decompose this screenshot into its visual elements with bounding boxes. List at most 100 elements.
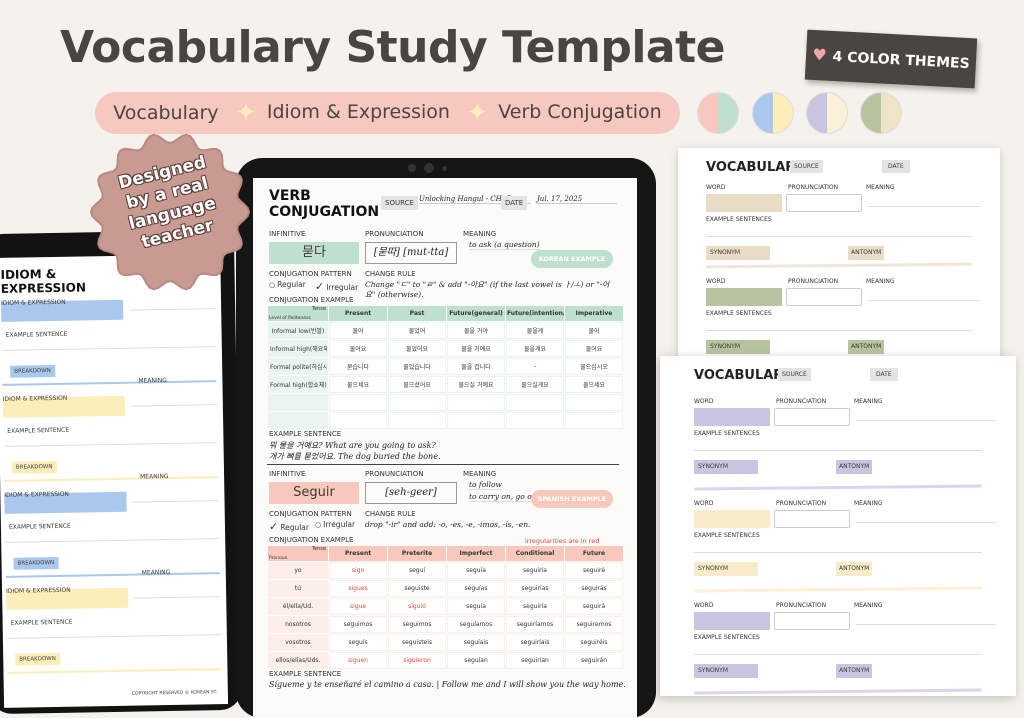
field-label: EXAMPLE SENTENCE bbox=[269, 430, 342, 438]
corner-row-label: Pronoun bbox=[269, 556, 288, 561]
divider-stroke bbox=[5, 572, 220, 578]
source: Unlocking Hangul - CH. 5 bbox=[419, 195, 531, 204]
conjugation: seguisteis bbox=[388, 634, 446, 651]
corner-col-label: Tense bbox=[311, 306, 326, 312]
camera bbox=[442, 166, 447, 171]
corner-cell: Level of Politeness Tense bbox=[268, 306, 328, 321]
field-label: MEANING bbox=[463, 230, 497, 238]
date-label: DATE bbox=[501, 196, 528, 210]
conjugation: seguía bbox=[447, 562, 505, 579]
example-line bbox=[694, 552, 982, 553]
conjugation: 물으세요 bbox=[565, 376, 623, 393]
field-label: MEANING bbox=[866, 184, 895, 191]
stamp-scallop bbox=[89, 133, 251, 291]
meaning-line bbox=[856, 522, 996, 523]
conjugation: seguiríamos bbox=[506, 616, 564, 633]
note: irregularities are in red bbox=[525, 537, 600, 545]
pronunciation-box bbox=[786, 288, 862, 306]
meaning-line bbox=[132, 500, 219, 503]
conjugation: seguirá bbox=[565, 598, 623, 615]
field-label: MEANING bbox=[854, 500, 883, 507]
example-sentence: 뭐 물을 거예요? What are you going to ask? bbox=[269, 441, 436, 450]
antonym: ANTONYM bbox=[836, 562, 872, 576]
conjugation: seguíamos bbox=[447, 616, 505, 633]
conjugation bbox=[388, 394, 446, 411]
pronunciation: [묻따] [mut-tta] bbox=[365, 242, 457, 264]
field-label: MEANING bbox=[854, 602, 883, 609]
idiom-sheet: IDIOM & EXPRESSION IDIOM & EXPRESSION EXAM… bbox=[0, 254, 229, 708]
word-box bbox=[706, 288, 782, 306]
source-label: SOURCE bbox=[381, 196, 418, 210]
field-label: CONJUGATION PATTERN bbox=[269, 510, 352, 518]
field-label: IDIOM & EXPRESSION bbox=[2, 394, 68, 403]
meaning: to follow bbox=[469, 480, 502, 490]
divider-stroke bbox=[693, 688, 983, 695]
theme-swatch bbox=[697, 92, 739, 134]
field-label: IDIOM & EXPRESSION bbox=[6, 586, 71, 595]
meaning-line bbox=[130, 404, 217, 407]
word-box bbox=[694, 612, 770, 630]
table-row: Informal low(반말) 물어 물었어 물을 거야 물을게 물어 bbox=[268, 322, 623, 339]
conjugation bbox=[565, 394, 623, 411]
conjugation: seguimos bbox=[329, 616, 387, 633]
conjugation: – bbox=[506, 358, 564, 375]
field-label: EXAMPLE SENTENCE bbox=[8, 522, 71, 531]
field-label: PRONUNCIATION bbox=[776, 398, 827, 405]
center-tablet: VERB CONJUGATION SOURCE Unlocking Hangul -… bbox=[236, 158, 656, 718]
meaning-line bbox=[868, 300, 980, 301]
conjugation: 물었어 bbox=[388, 322, 446, 339]
pronunciation-box bbox=[786, 194, 862, 212]
field-label: PRONUNCIATION bbox=[365, 470, 424, 478]
conjugation: 물었어요 bbox=[388, 340, 446, 357]
tab: Vocabulary bbox=[113, 102, 219, 124]
field-label: CONJUGATION EXAMPLE bbox=[269, 536, 354, 544]
feature-tabs: Vocabulary Idiom & Expression Verb Conju… bbox=[95, 92, 680, 134]
conjugation bbox=[329, 394, 387, 411]
sheet-title: VOCABULARY bbox=[694, 368, 793, 383]
example-line bbox=[3, 442, 218, 447]
field-label: CHANGE RULE bbox=[365, 270, 416, 278]
conjugation: sigue bbox=[329, 598, 387, 615]
source-label: SOURCE bbox=[790, 160, 823, 173]
antonym: ANTONYM bbox=[836, 664, 872, 678]
theme-badge: 4 COLOR THEMES bbox=[804, 29, 978, 89]
pronunciation-box bbox=[774, 408, 850, 426]
copyright: COPYRIGHT RESERVED © KOREAN ST. bbox=[131, 690, 218, 697]
row-label: él/ella/Ud. bbox=[268, 598, 328, 615]
divider-stroke bbox=[693, 484, 983, 491]
field-label: MEANING bbox=[138, 377, 167, 385]
camera bbox=[408, 164, 416, 172]
pattern-option: Regular bbox=[269, 280, 306, 289]
field-label: WORD bbox=[694, 500, 714, 507]
conjugation bbox=[565, 412, 623, 429]
conjugation: seguía bbox=[447, 598, 505, 615]
antonym: ANTONYM bbox=[848, 246, 884, 260]
infinitive: 묻다 bbox=[269, 242, 359, 264]
conjugation: seguimos bbox=[388, 616, 446, 633]
conjugation bbox=[447, 394, 505, 411]
change-rule: drop "-ir" and add: -o, -es, -e, -imos, … bbox=[365, 520, 531, 529]
table-row: vosotros seguís seguisteis seguíais seguiría… bbox=[268, 634, 623, 651]
conjugation bbox=[329, 412, 387, 429]
source-label: SOURCE bbox=[778, 368, 811, 381]
conjugation: seguiría bbox=[506, 598, 564, 615]
synonym: SYNONYM bbox=[694, 460, 758, 474]
row-label: vosotros bbox=[268, 634, 328, 651]
field-label: EXAMPLE SENTENCE bbox=[269, 670, 342, 678]
page: {"header":{"title":"Vocabulary Study Tem… bbox=[0, 0, 1024, 684]
word-box bbox=[706, 194, 782, 212]
field-label: MEANING bbox=[866, 278, 895, 285]
conjugation: 물어 bbox=[329, 322, 387, 339]
pronunciation-box bbox=[774, 510, 850, 528]
column-header: Past bbox=[388, 306, 446, 321]
conjugation bbox=[388, 412, 446, 429]
word-box bbox=[694, 510, 770, 528]
row-label bbox=[268, 394, 328, 411]
example-line bbox=[694, 450, 982, 451]
tab: Idiom & Expression bbox=[235, 98, 450, 128]
field-label: EXAMPLE SENTENCES bbox=[694, 532, 760, 539]
conjugation: sigo bbox=[329, 562, 387, 579]
example-sentence: Sígueme y te enseñaré el camino a casa. … bbox=[269, 680, 626, 689]
breakdown-tag: BREAKDOWN bbox=[10, 364, 55, 378]
